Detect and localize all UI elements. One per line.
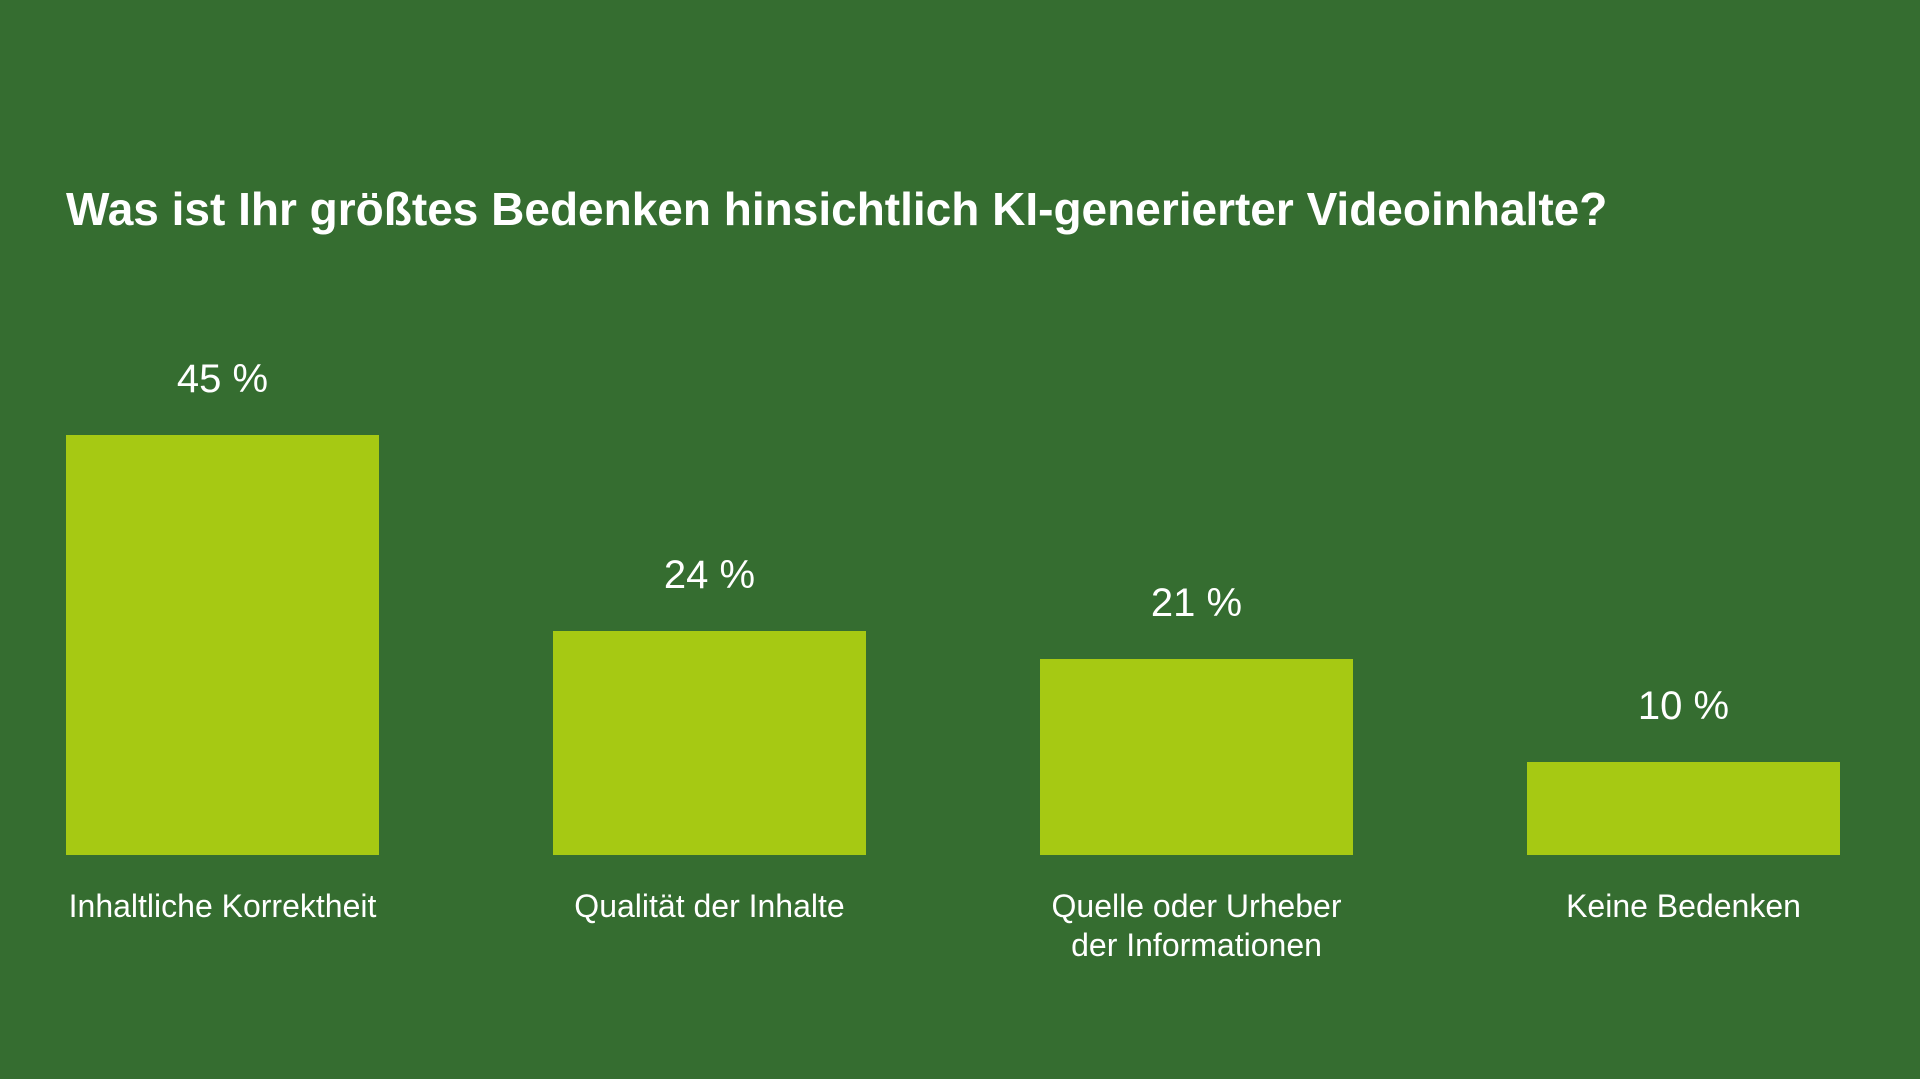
x-tick-label: Inhaltliche Korrektheit <box>68 888 377 924</box>
value-label: 10 % <box>1637 683 1730 728</box>
x-tick-label: Quelle oder Urheber der Informationen <box>1051 888 1342 963</box>
bar <box>553 631 866 855</box>
chart-title: Was ist Ihr größtes Bedenken hinsichtlic… <box>66 183 1608 235</box>
x-tick-label: Keine Bedenken <box>1566 888 1801 924</box>
value-label: 21 % <box>1150 581 1243 626</box>
bar <box>1040 659 1353 855</box>
x-tick-label: Qualität der Inhalte <box>574 888 845 924</box>
bar <box>66 435 379 855</box>
value-label: 24 % <box>663 553 756 598</box>
value-label: 45 % <box>176 357 269 402</box>
bar <box>1527 761 1840 855</box>
